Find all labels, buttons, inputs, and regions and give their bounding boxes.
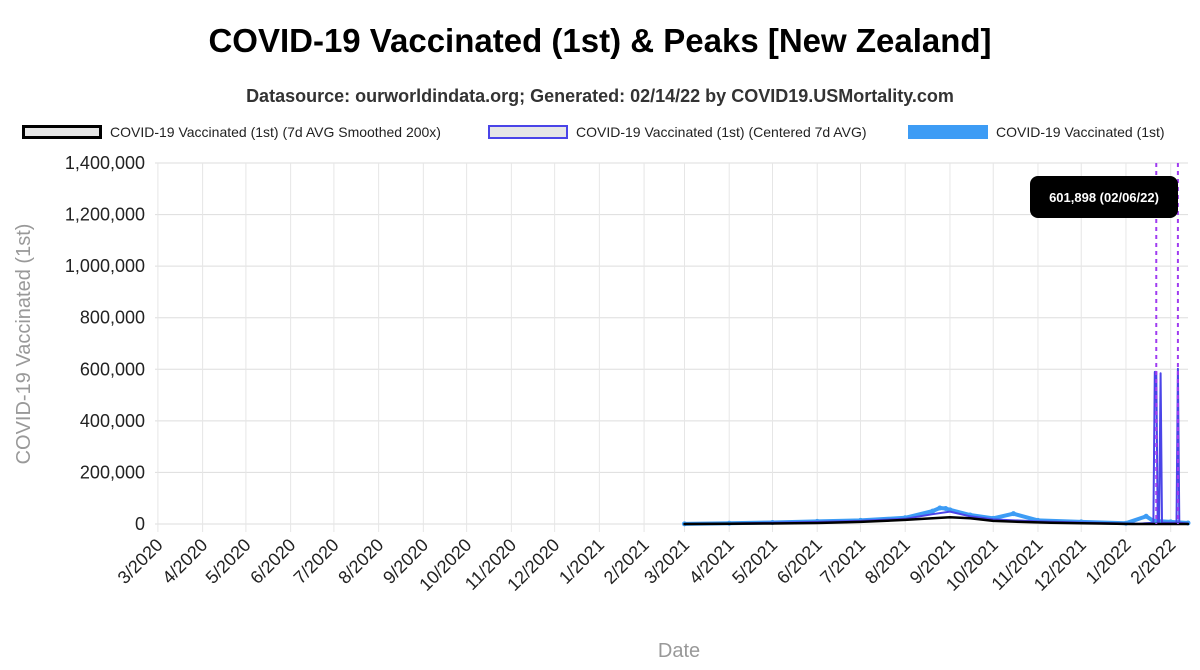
series-point (937, 505, 943, 511)
grid-lines (155, 162, 1188, 532)
chart-subtitle: Datasource: ourworldindata.org; Generate… (246, 86, 954, 106)
x-tick-label: 1/2021 (555, 535, 608, 588)
legend-label-centered-avg: COVID-19 Vaccinated (1st) (Centered 7d A… (576, 124, 867, 140)
x-tick-label: 5/2020 (202, 535, 255, 588)
chart-title: COVID-19 Vaccinated (1st) & Peaks [New Z… (208, 22, 992, 59)
legend-label-smoothed: COVID-19 Vaccinated (1st) (7d AVG Smooth… (110, 124, 441, 140)
y-tick-label: 1,200,000 (65, 205, 145, 225)
series-line-2 (682, 506, 1190, 526)
x-tick-label: 2/2021 (600, 535, 653, 588)
y-tick-label: 1,400,000 (65, 153, 145, 173)
x-tick-label: 8/2021 (861, 535, 914, 588)
series-lines (681, 367, 1191, 527)
y-tick-label: 200,000 (80, 462, 145, 482)
series-line-0 (683, 516, 1190, 526)
peak-tooltip: 601,898 (02/06/22) (1030, 176, 1178, 218)
x-tick-label: 7/2021 (816, 535, 869, 588)
y-tick-label: 1,000,000 (65, 256, 145, 276)
x-tick-label: 1/2022 (1082, 535, 1135, 588)
legend-item-raw[interactable]: COVID-19 Vaccinated (1st) (908, 124, 1165, 140)
y-tick-label: 600,000 (80, 359, 145, 379)
series-point (1143, 513, 1149, 519)
y-axis-title: COVID-19 Vaccinated (1st) (13, 224, 35, 465)
legend: COVID-19 Vaccinated (1st) (7d AVG Smooth… (0, 124, 1200, 148)
y-tick-label: 0 (135, 514, 145, 534)
series-point (930, 508, 936, 514)
series-point (1010, 511, 1016, 517)
x-tick-label: 6/2020 (246, 535, 299, 588)
y-tick-labels: 0 200,000 400,000 600,000 800,000 1,000,000 1,… (65, 153, 145, 534)
x-tick-label: 6/2021 (773, 535, 826, 588)
x-tick-label: 3/2020 (114, 535, 167, 588)
x-tick-label: 2/2022 (1126, 535, 1179, 588)
x-tick-label: 3/2021 (640, 535, 693, 588)
x-tick-label: 4/2020 (158, 535, 211, 588)
legend-swatch-smoothed (22, 125, 102, 139)
x-tick-labels: 3/20204/20205/20206/20207/20208/20209/20… (114, 535, 1180, 595)
series-line-1 (683, 367, 1189, 525)
legend-swatch-centered-avg (488, 125, 568, 139)
legend-swatch-raw (908, 125, 988, 139)
x-tick-label: 4/2021 (685, 535, 738, 588)
y-tick-label: 800,000 (80, 308, 145, 328)
legend-item-centered-avg[interactable]: COVID-19 Vaccinated (1st) (Centered 7d A… (488, 124, 867, 140)
series-point (943, 506, 949, 512)
x-tick-label: 5/2021 (728, 535, 781, 588)
x-axis-title: Date (658, 640, 700, 662)
legend-label-raw: COVID-19 Vaccinated (1st) (996, 124, 1165, 140)
legend-item-smoothed[interactable]: COVID-19 Vaccinated (1st) (7d AVG Smooth… (22, 124, 441, 140)
y-tick-label: 400,000 (80, 411, 145, 431)
x-tick-label: 8/2020 (334, 535, 387, 588)
x-tick-label: 7/2020 (290, 535, 343, 588)
